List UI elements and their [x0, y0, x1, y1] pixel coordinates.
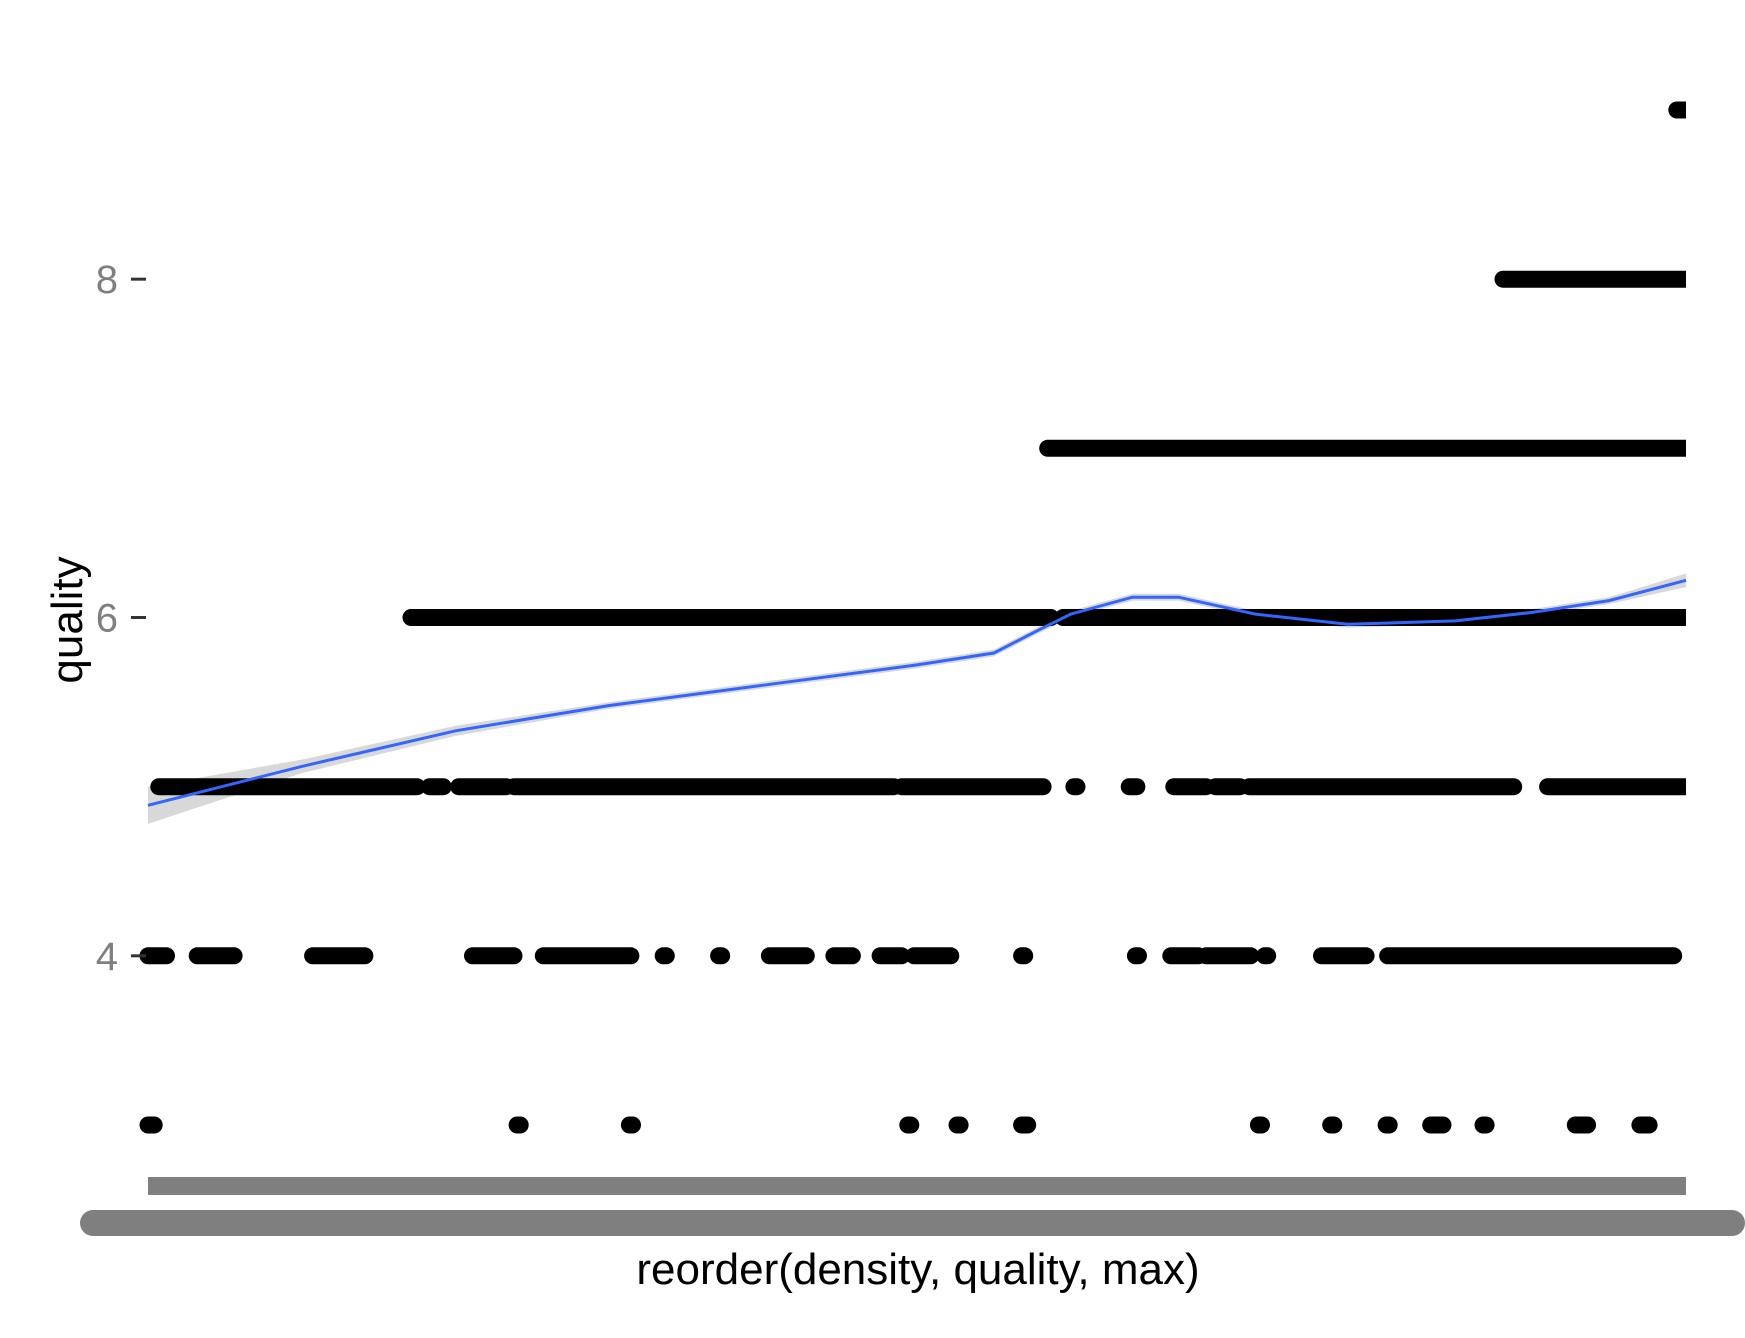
- x-tick-labels-band: [148, 1177, 1686, 1195]
- x-tick-labels-band-lower: [80, 1210, 1745, 1236]
- smooth-line-layer: [147, 578, 1687, 807]
- points-layer: [120, 90, 1745, 1180]
- smooth-line: [147, 578, 1687, 807]
- y-tick-label: 8: [96, 258, 118, 302]
- axis-layer: 4 6 8: [80, 258, 1745, 1236]
- y-tick-label: 4: [96, 935, 118, 979]
- right-edge-mask: [1686, 90, 1745, 1180]
- x-axis-title: reorder(density, quality, max): [636, 1245, 1199, 1294]
- y-tick-label: 6: [96, 597, 118, 641]
- left-edge-mask: [120, 90, 136, 1180]
- y-axis-title: quality: [43, 556, 92, 683]
